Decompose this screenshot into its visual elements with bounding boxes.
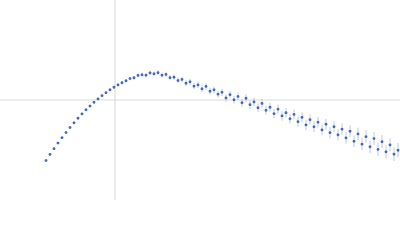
data-point [84, 108, 88, 112]
data-point [248, 103, 252, 106]
data-point [64, 131, 68, 134]
data-point [88, 104, 92, 108]
data-point [396, 148, 400, 152]
data-point [56, 141, 60, 145]
data-point [208, 89, 212, 93]
data-point [340, 127, 344, 131]
data-point [272, 112, 276, 115]
data-point [264, 108, 268, 112]
data-point [44, 159, 48, 162]
data-point [48, 153, 52, 156]
data-point [324, 122, 328, 126]
data-point [128, 77, 132, 80]
data-point [76, 116, 80, 120]
data-point [224, 96, 228, 100]
data-point [228, 93, 232, 96]
data-point [296, 120, 300, 123]
data-point [288, 117, 292, 121]
data-point [372, 137, 376, 140]
data-point [144, 73, 148, 77]
data-point [136, 74, 140, 77]
data-point [308, 118, 312, 121]
chart [0, 0, 400, 200]
data-point [284, 111, 288, 115]
data-point [160, 73, 164, 77]
data-point [52, 147, 56, 151]
data-point [168, 76, 172, 79]
data-point [220, 90, 224, 94]
data-point [172, 75, 176, 79]
page: (() => { const data = JSON.parse(documen… [0, 0, 400, 200]
data-point [356, 132, 360, 136]
data-point [364, 135, 368, 139]
data-point [280, 114, 284, 118]
data-point [268, 105, 272, 109]
data-point [380, 140, 384, 144]
data-point [348, 129, 352, 133]
data-point [376, 148, 380, 151]
data-point [80, 112, 84, 116]
data-point [252, 100, 256, 104]
data-point [216, 92, 220, 96]
data-point [232, 98, 236, 102]
data-point [300, 115, 304, 119]
data-point [92, 100, 96, 104]
data-point [120, 81, 124, 85]
data-point [132, 76, 136, 80]
data-point [100, 94, 104, 97]
data-point [112, 85, 116, 89]
data-point [260, 102, 264, 105]
data-point [176, 79, 180, 82]
data-point [156, 71, 160, 74]
data-point [108, 88, 112, 92]
data-point [320, 128, 324, 132]
data-point [276, 107, 280, 111]
data-point [316, 120, 320, 124]
data-point [312, 125, 316, 129]
data-point [304, 123, 308, 127]
data-point [152, 72, 156, 76]
data-point [148, 71, 152, 75]
data-point [212, 88, 216, 92]
data-point [164, 73, 168, 76]
data-point [60, 136, 64, 140]
data-point [344, 136, 348, 140]
data-point [332, 125, 336, 129]
data-point [68, 126, 72, 129]
data-point [256, 106, 260, 110]
data-point [192, 84, 196, 88]
data-point [336, 133, 340, 137]
data-point [72, 121, 76, 125]
data-point [292, 113, 296, 116]
data-point [360, 142, 364, 146]
data-point [104, 91, 108, 94]
data-point [328, 131, 332, 135]
data-point [116, 83, 120, 87]
data-point [188, 80, 192, 84]
data-point [368, 145, 372, 149]
data-point [184, 81, 188, 85]
data-point [388, 143, 392, 147]
data-point [240, 101, 244, 105]
data-point [124, 79, 128, 83]
data-point [196, 83, 200, 87]
data-point [200, 87, 204, 91]
data-point [244, 96, 248, 100]
data-point [204, 85, 208, 88]
data-point [392, 152, 396, 156]
data-point [96, 97, 100, 101]
data-point [384, 150, 388, 154]
data-point [140, 73, 144, 77]
data-point [352, 139, 356, 143]
data-point [180, 78, 184, 81]
data-point [236, 95, 240, 98]
